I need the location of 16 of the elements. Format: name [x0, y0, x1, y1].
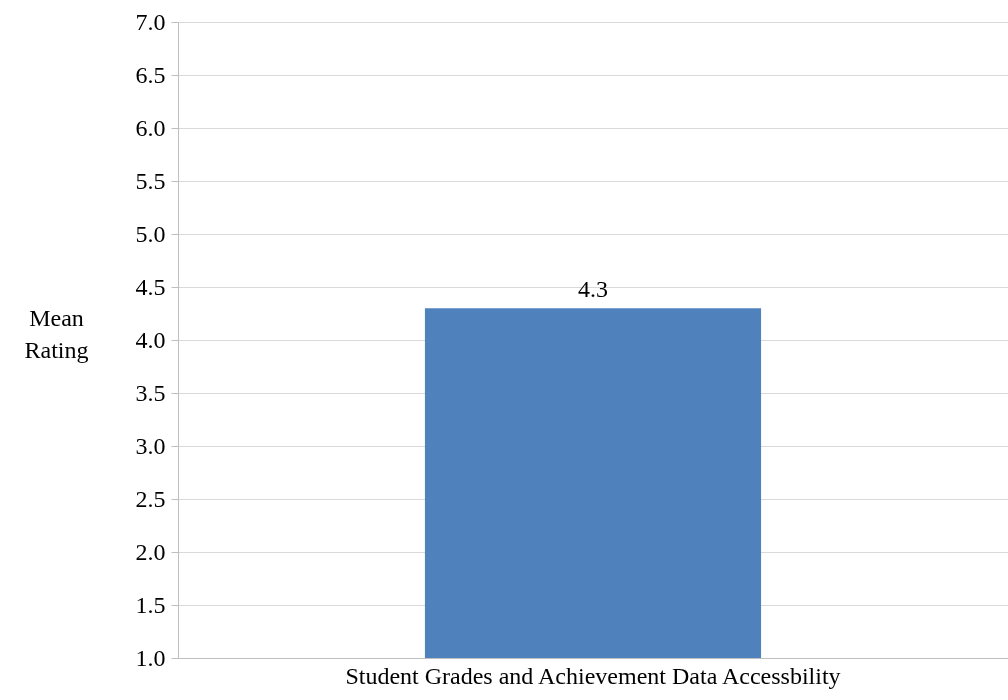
y-tick-label: 5.0 [135, 220, 166, 247]
y-tick-label: 1.5 [135, 591, 166, 618]
y-tick-label: 6.5 [135, 61, 166, 88]
y-tick-label: 5.5 [135, 167, 166, 194]
y-axis-title: Mean Rating [24, 304, 89, 363]
y-tick-label: 4.0 [135, 326, 166, 353]
data-label: 4.3 [578, 276, 608, 303]
y-tick-label: 3.5 [135, 379, 166, 406]
y-tick-label: 2.5 [135, 485, 166, 512]
x-tick-label: Student Grades and Achievement Data Accessbility [345, 662, 841, 689]
y-tick-label: 2.0 [135, 538, 166, 565]
y-tick-label: 7.0 [135, 8, 166, 35]
y-tick-label: 3.0 [135, 432, 166, 459]
y-tick-label: 1.0 [135, 644, 166, 671]
y-tick-label: 6.0 [135, 114, 166, 141]
y-tick-label: 4.5 [135, 273, 166, 300]
